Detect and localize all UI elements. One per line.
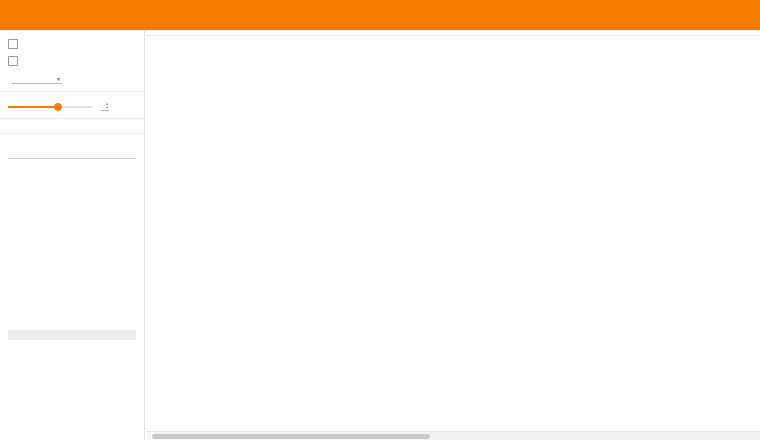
smoothing-value-input[interactable]: ▴ ▾ <box>101 101 110 111</box>
runs-filter-input[interactable] <box>8 145 136 159</box>
large-chart-card <box>146 40 760 44</box>
toggle-all-runs-button[interactable] <box>8 330 136 340</box>
runs-list <box>8 163 136 323</box>
divider <box>0 91 144 92</box>
tooltip-sorting-row: ▾ <box>8 75 136 84</box>
checkbox-icon[interactable] <box>8 39 18 49</box>
tag-group-header[interactable] <box>146 30 760 36</box>
smoothing-row: ▴ ▾ <box>8 101 136 111</box>
stepper-arrows-icon[interactable]: ▴ ▾ <box>106 101 109 110</box>
divider <box>0 133 144 134</box>
show-data-download-links-row[interactable] <box>8 39 136 49</box>
app-header <box>0 0 760 30</box>
main-content <box>146 30 760 440</box>
slider-thumb-handle[interactable] <box>54 102 63 111</box>
horizontal-scrollbar[interactable] <box>146 431 760 440</box>
slider-fill <box>8 105 59 108</box>
sidebar: ▾ ▴ ▾ <box>0 30 145 440</box>
smoothing-slider[interactable] <box>8 102 92 111</box>
divider <box>0 118 144 119</box>
horizontal-scrollbar-thumb[interactable] <box>152 433 430 439</box>
checkbox-icon[interactable] <box>8 56 18 66</box>
chevron-down-icon: ▾ <box>56 77 60 83</box>
tooltip-sorting-select[interactable]: ▾ <box>12 75 62 84</box>
ignore-outliers-row[interactable] <box>8 56 136 66</box>
